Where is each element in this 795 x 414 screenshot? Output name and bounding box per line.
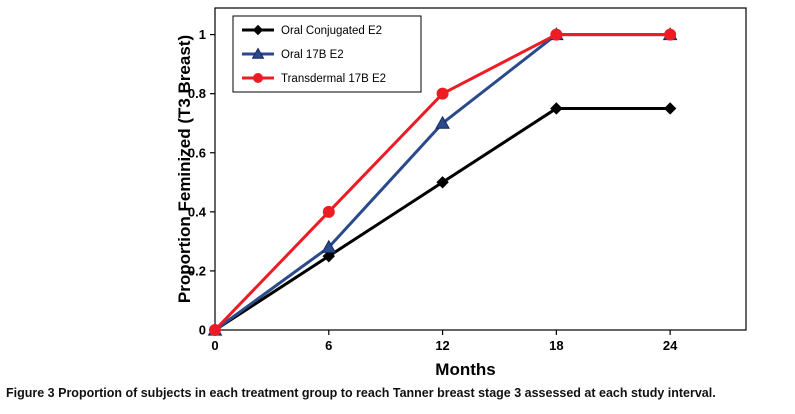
circle-marker-icon <box>664 28 677 41</box>
y-axis-title: Proportion Feminized (T3 Breast) <box>175 35 194 303</box>
legend-entry: Oral Conjugated E2 <box>242 24 382 37</box>
x-tick-label: 18 <box>549 338 563 353</box>
line-chart: 0 0.2 0.4 0.6 0.8 1 0 6 12 18 24 Months Proportion F… <box>175 7 747 379</box>
y-tick-label: 0.4 <box>188 204 207 219</box>
diamond-marker-icon <box>252 24 264 36</box>
legend-label: Oral 17B E2 <box>281 49 344 61</box>
circle-marker-icon <box>436 87 449 100</box>
circle-marker-icon <box>253 73 263 83</box>
diamond-marker-icon <box>436 176 449 189</box>
y-tick-label: 0 <box>199 323 206 338</box>
circle-marker-icon <box>209 324 221 336</box>
triangle-marker-icon <box>251 47 265 59</box>
x-tick-label: 12 <box>435 338 449 353</box>
figure-caption: Figure 3 Proportion of subjects in each … <box>0 383 795 402</box>
y-tick-label: 0.6 <box>188 145 206 160</box>
x-tick-label: 6 <box>325 338 332 353</box>
figure-label: Figure 3 <box>6 386 55 400</box>
y-tick-label: 0.8 <box>188 86 206 101</box>
legend-label: Transdermal 17B E2 <box>281 73 386 85</box>
legend-label: Oral Conjugated E2 <box>281 25 382 37</box>
x-tick-label: 24 <box>663 338 678 353</box>
circle-marker-icon <box>322 205 335 218</box>
circle-marker-icon <box>550 28 563 41</box>
legend-entry: Oral 17B E2 <box>242 47 344 61</box>
triangle-marker-icon <box>321 239 337 253</box>
triangle-marker-icon <box>435 115 450 129</box>
diamond-marker-icon <box>322 249 335 263</box>
legend: Oral Conjugated E2 Oral 17B E2 Transdermal… <box>232 15 422 93</box>
series-transdermal-17b-e2 <box>209 28 677 336</box>
legend-entry: Transdermal 17B E2 <box>242 73 386 85</box>
y-tick-label: 0.2 <box>188 263 206 278</box>
x-axis-title: Months <box>435 360 495 379</box>
diamond-marker-icon <box>550 102 563 115</box>
diamond-marker-icon <box>663 102 677 115</box>
y-tick-label: 1 <box>199 27 206 42</box>
figure-caption-text: Proportion of subjects in each treatment… <box>58 386 716 400</box>
x-tick-label: 0 <box>211 338 218 353</box>
